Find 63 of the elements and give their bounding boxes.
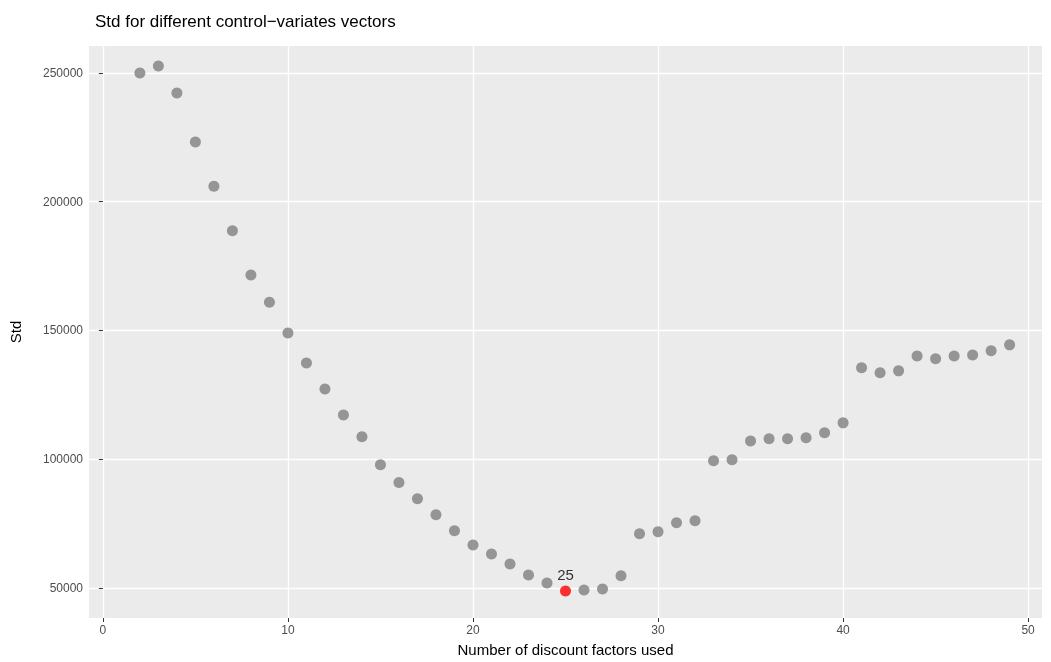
point — [411, 493, 423, 505]
point — [819, 427, 831, 439]
y-tick-label: 150000 — [42, 323, 84, 338]
point — [671, 517, 683, 529]
point — [874, 367, 886, 379]
point — [504, 558, 516, 570]
annotation: 25 — [557, 566, 574, 584]
point — [134, 67, 146, 79]
chart-title: Std for different control−variates vectors — [95, 12, 396, 31]
point — [615, 570, 627, 582]
point — [948, 350, 960, 362]
y-tick-label: 100000 — [42, 452, 84, 467]
x-axis-title: Number of discount factors used — [457, 641, 674, 658]
x-tick-label: 20 — [466, 623, 480, 637]
point — [467, 539, 479, 551]
point — [911, 350, 923, 362]
point — [985, 345, 997, 357]
point — [597, 583, 609, 595]
point — [541, 577, 553, 589]
x-tick-label: 30 — [651, 623, 666, 637]
point — [782, 433, 794, 445]
point — [226, 225, 238, 237]
point — [763, 433, 775, 445]
point — [708, 455, 720, 467]
point — [930, 353, 942, 365]
y-tick-label: 250000 — [42, 66, 84, 81]
point — [726, 454, 738, 466]
x-tick-label: 40 — [836, 623, 851, 637]
point — [967, 349, 979, 361]
point — [374, 459, 386, 471]
point — [893, 365, 905, 377]
point — [745, 435, 757, 447]
point — [171, 87, 183, 99]
point — [837, 417, 849, 429]
point — [263, 296, 275, 308]
x-tick-label: 10 — [281, 623, 295, 637]
point — [560, 585, 571, 597]
point — [189, 136, 201, 148]
point — [689, 515, 701, 527]
y-tick-label: 200000 — [42, 194, 84, 209]
point — [393, 477, 405, 489]
point — [337, 409, 349, 421]
point — [282, 327, 294, 339]
y-tick-label: 50000 — [49, 580, 84, 595]
point — [485, 548, 497, 560]
point — [856, 362, 868, 374]
point — [300, 357, 312, 369]
point — [448, 525, 460, 537]
point — [152, 60, 164, 72]
x-tick-label: 50 — [1021, 623, 1036, 637]
point — [356, 431, 368, 443]
point — [430, 509, 442, 521]
x-tick-label: 0 — [99, 623, 107, 637]
point — [800, 432, 812, 444]
y-axis-title: Std — [7, 320, 24, 344]
point — [1004, 339, 1016, 351]
point — [652, 526, 664, 538]
point — [523, 569, 534, 581]
point — [578, 584, 590, 596]
point — [208, 180, 220, 192]
point — [319, 383, 331, 395]
point — [245, 269, 257, 281]
point — [634, 528, 646, 540]
